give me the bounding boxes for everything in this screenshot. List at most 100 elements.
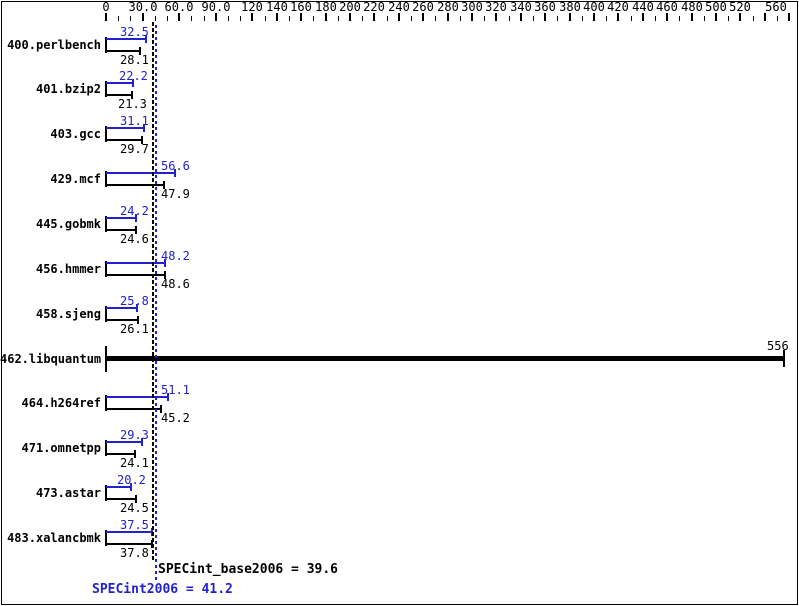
row-bracket <box>105 440 107 456</box>
axis-tick-label: 300 <box>461 0 483 14</box>
row-bracket <box>105 37 107 53</box>
peak-bar <box>106 127 144 129</box>
peak-value-label: 24.2 <box>120 204 149 218</box>
axis-major-tick <box>142 13 144 21</box>
benchmark-label: 473.astar <box>35 486 101 500</box>
axis-tick-label: 180 <box>315 0 337 14</box>
axis-major-tick <box>617 13 619 21</box>
peak-bar <box>106 307 137 309</box>
axis-minor-tick <box>484 16 485 21</box>
peak-mean-label: SPECint2006 = 41.2 <box>92 582 233 597</box>
row-bracket <box>105 395 107 411</box>
row-bracket <box>105 81 107 97</box>
axis-tick-label: 420 <box>607 0 629 14</box>
row-bracket <box>105 530 107 546</box>
axis-minor-tick <box>435 16 436 21</box>
axis-major-tick <box>544 13 546 21</box>
base-bar-cap <box>164 271 166 279</box>
benchmark-label: 445.gobmk <box>35 217 101 231</box>
benchmark-label: 464.h264ref <box>21 396 101 410</box>
axis-tick-label: 90.0 <box>201 0 231 14</box>
axis-tick-label: 400 <box>583 0 605 14</box>
axis-minor-tick <box>167 16 168 21</box>
benchmark-label: 462.libquantum <box>0 352 102 366</box>
base-value-label: 24.6 <box>120 232 149 246</box>
base-bar <box>106 543 152 545</box>
axis-minor-tick <box>362 16 363 21</box>
base-bar <box>106 319 138 321</box>
axis-tick-label: 140 <box>266 0 288 14</box>
axis-major-tick <box>422 13 424 21</box>
axis-major-tick <box>105 13 107 21</box>
axis-major-tick <box>471 13 473 21</box>
peak-value-label: 37.5 <box>120 518 149 532</box>
peak-mean-dotted-line <box>155 22 157 583</box>
axis-minor-tick <box>191 16 192 21</box>
base-bar <box>106 184 164 186</box>
axis-major-tick <box>251 13 253 21</box>
axis-minor-tick <box>228 16 229 21</box>
benchmark-label: 401.bzip2 <box>35 82 101 96</box>
axis-major-tick <box>520 13 522 21</box>
axis-major-tick <box>569 13 571 21</box>
axis-tick-label: 280 <box>437 0 459 14</box>
base-bar <box>106 229 136 231</box>
peak-bar-cap <box>174 169 176 177</box>
base-bar-cap <box>134 450 136 458</box>
axis-major-tick <box>593 13 595 21</box>
axis-minor-tick <box>240 16 241 21</box>
base-value-label: 28.1 <box>120 53 149 67</box>
peak-bar-cap <box>145 35 147 43</box>
peak-bar-cap <box>136 304 138 312</box>
base-bar <box>106 139 142 141</box>
axis-tick-label: 320 <box>485 0 507 14</box>
benchmark-label: 403.gcc <box>50 127 101 141</box>
peak-bar-cap <box>143 124 145 132</box>
axis-tick-label: 460 <box>656 0 678 14</box>
base-value-label: 24.5 <box>120 501 149 515</box>
peak-value-label: 29.3 <box>120 428 149 442</box>
axis-major-tick <box>739 13 741 21</box>
single-bar-cap <box>783 350 785 367</box>
benchmark-label: 456.hmmer <box>35 262 101 276</box>
base-value-label: 48.6 <box>161 277 190 291</box>
axis-major-tick <box>447 13 449 21</box>
peak-bar-cap <box>135 214 137 222</box>
axis-minor-tick <box>509 16 510 21</box>
axis-minor-tick <box>582 16 583 21</box>
base-bar <box>106 453 135 455</box>
base-bar-cap <box>137 316 139 324</box>
axis-minor-tick <box>118 16 119 21</box>
axis-tick-label: 200 <box>339 0 361 14</box>
peak-bar-cap <box>167 393 169 401</box>
axis-major-tick <box>215 13 217 21</box>
axis-tick-label: 240 <box>388 0 410 14</box>
axis-minor-tick <box>606 16 607 21</box>
axis-tick-label: 440 <box>632 0 654 14</box>
axis-tick-label: 480 <box>681 0 703 14</box>
peak-bar <box>106 82 133 84</box>
peak-bar <box>106 262 165 264</box>
axis-major-tick <box>300 13 302 21</box>
peak-bar <box>106 396 168 398</box>
peak-bar-cap <box>132 79 134 87</box>
benchmark-label: 429.mcf <box>50 172 101 186</box>
axis-tick-label: 30.0 <box>128 0 158 14</box>
axis-major-tick <box>788 13 790 21</box>
axis-minor-tick <box>313 16 314 21</box>
base-value-label: 21.3 <box>118 97 147 111</box>
axis-major-tick <box>178 13 180 21</box>
axis-minor-tick <box>631 16 632 21</box>
axis-tick-label: 60.0 <box>164 0 194 14</box>
axis-major-tick <box>349 13 351 21</box>
peak-bar-cap <box>164 259 166 267</box>
axis-tick-label: 500 <box>705 0 727 14</box>
axis-tick-label: 220 <box>363 0 385 14</box>
axis-minor-tick <box>130 16 131 21</box>
peak-bar <box>106 172 175 174</box>
axis-minor-tick <box>155 16 156 21</box>
axis-major-tick <box>373 13 375 21</box>
base-value-label: 26.1 <box>120 322 149 336</box>
axis-tick-label: 520 <box>729 0 751 14</box>
benchmark-label: 458.sjeng <box>35 307 101 321</box>
